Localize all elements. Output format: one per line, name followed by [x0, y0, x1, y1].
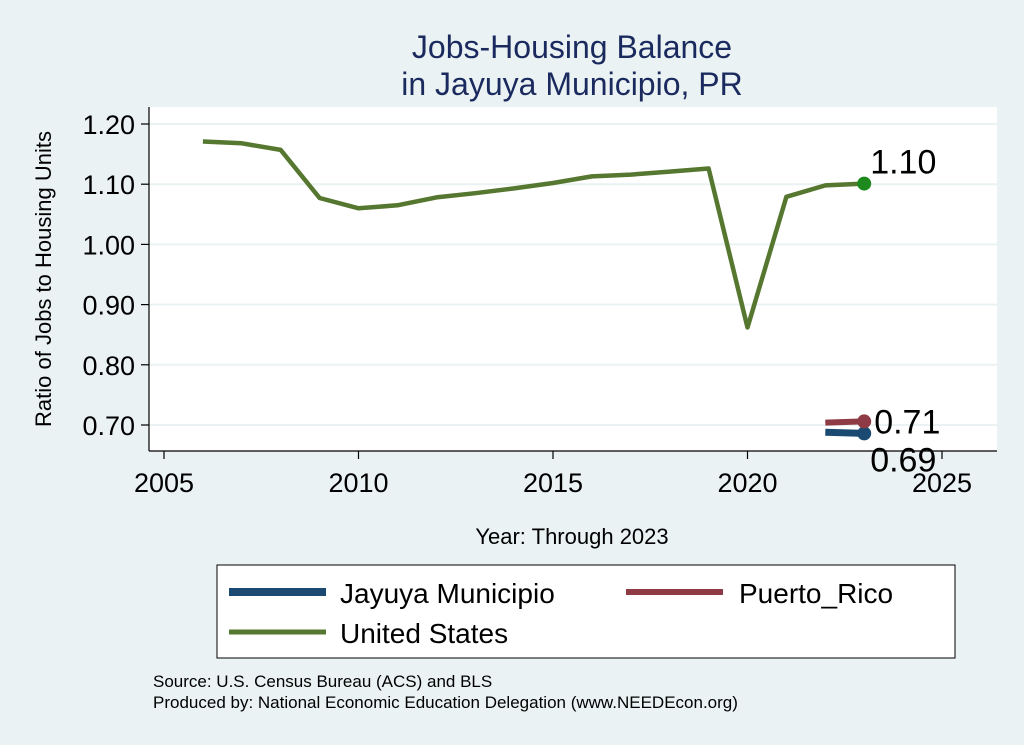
legend-label-jayuya: Jayuya Municipio	[340, 578, 555, 609]
series-line-united-states	[202, 139, 865, 330]
x-tick-label: 2015	[523, 468, 583, 498]
chart-title-line-1: Jobs-Housing Balance	[412, 29, 732, 65]
end-labels: 0.690.71 1.10	[870, 144, 940, 480]
legend-box	[216, 564, 956, 659]
end-marker-jayuya-municipio	[857, 426, 872, 441]
y-tick-label: 1.00	[82, 230, 135, 260]
x-tick-label: 2010	[328, 468, 388, 498]
y-tick-label: 0.70	[82, 411, 135, 441]
legend-label-united-states: United States	[340, 618, 508, 649]
axis-ticks: 0.70 0.80 0.90 1.00 1.10 1.20 2005 2010 2015 2020…	[82, 110, 972, 498]
x-tick-label: 2025	[912, 468, 972, 498]
x-axis-title: Year: Through 2023	[475, 524, 668, 549]
y-axis-title: Ratio of Jobs to Housing Units	[31, 131, 56, 427]
end-marker-puerto-rico	[857, 414, 872, 429]
end-value-label-jayuya-municipio: 0.69	[870, 441, 936, 479]
gridlines	[149, 123, 997, 426]
y-tick-label: 0.90	[82, 291, 135, 321]
series-lines	[202, 139, 872, 441]
source-note: Source: U.S. Census Bureau (ACS) and BLS	[153, 672, 492, 691]
end-value-label-puerto-rico: 0.71	[874, 403, 940, 441]
x-tick-label: 2020	[717, 468, 777, 498]
legend-label-puerto-rico: Puerto_Rico	[739, 578, 893, 609]
y-tick-label: 1.10	[82, 170, 135, 200]
produced-by-note: Produced by: National Economic Education…	[153, 693, 738, 712]
x-tick-label: 2005	[134, 468, 194, 498]
y-tick-label: 0.80	[82, 351, 135, 381]
chart-title-line-2: in Jayuya Municipio, PR	[401, 66, 742, 102]
y-tick-label: 1.20	[82, 110, 135, 140]
end-value-label-united-states: 1.10	[870, 144, 936, 182]
end-marker-united-states	[857, 176, 872, 191]
